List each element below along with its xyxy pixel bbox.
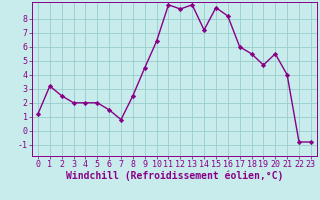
X-axis label: Windchill (Refroidissement éolien,°C): Windchill (Refroidissement éolien,°C)	[66, 171, 283, 181]
